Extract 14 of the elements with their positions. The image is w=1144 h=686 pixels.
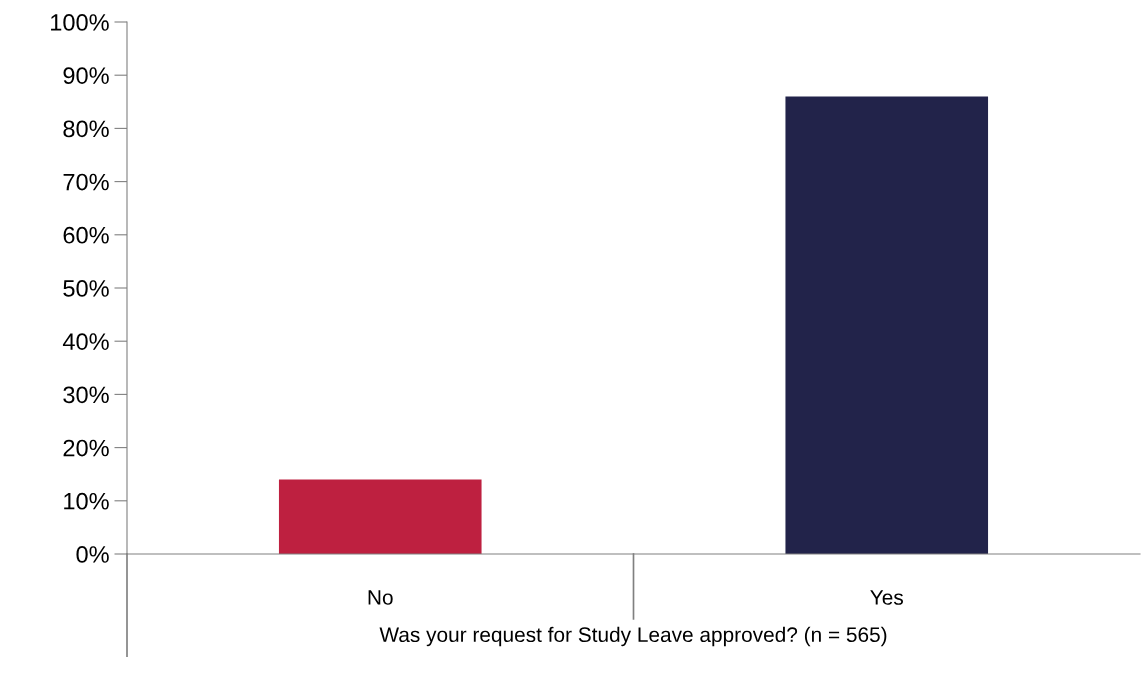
y-tick-label: 60% <box>63 226 109 244</box>
y-tick-label: 20% <box>63 439 109 457</box>
x-tick-label: Yes <box>870 590 903 605</box>
y-tick-label: 50% <box>63 280 109 297</box>
y-tick-label: 90% <box>63 67 109 84</box>
y-tick-label: 80% <box>63 120 109 138</box>
y-tick-label: 40% <box>62 333 109 350</box>
y-tick-label: 100% <box>51 14 109 31</box>
y-tick-label: 0% <box>76 546 109 563</box>
x-axis-title: Was your request for Study Leave approved? (n = 565) <box>379 626 887 647</box>
y-tick-label: 70% <box>63 173 109 191</box>
y-tick-label: 30% <box>63 386 109 404</box>
x-tick-label: No <box>368 590 393 605</box>
y-tick-label: 10% <box>64 492 109 510</box>
